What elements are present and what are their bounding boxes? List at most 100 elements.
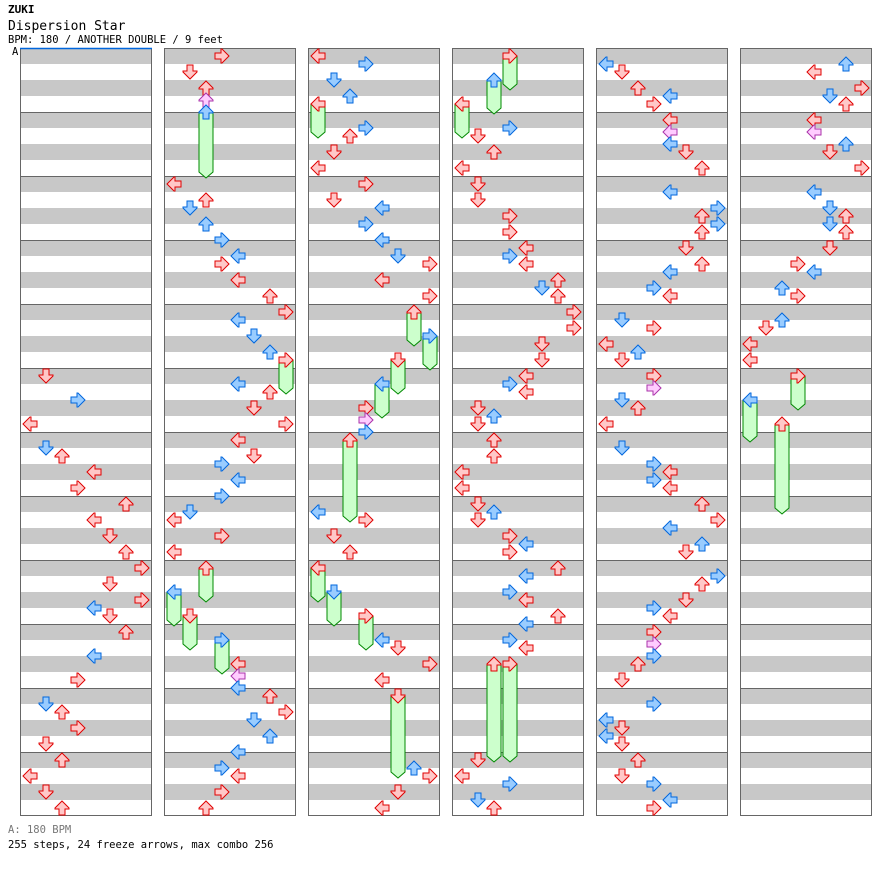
beat-stripe bbox=[164, 240, 296, 256]
beat-stripe bbox=[740, 656, 872, 672]
chart-column bbox=[452, 48, 584, 816]
beat-stripe bbox=[308, 656, 440, 672]
arrow-left-icon bbox=[374, 800, 390, 816]
arrow-left-icon bbox=[310, 504, 326, 520]
arrow-up-icon bbox=[262, 728, 278, 744]
arrow-up-icon bbox=[198, 192, 214, 208]
arrow-right-icon bbox=[134, 592, 150, 608]
arrow-right-icon bbox=[502, 632, 518, 648]
arrow-left-icon bbox=[230, 376, 246, 392]
arrow-left-icon bbox=[374, 272, 390, 288]
beat-stripe bbox=[596, 144, 728, 160]
arrow-up-icon bbox=[198, 104, 214, 120]
arrow-up-icon bbox=[630, 752, 646, 768]
beat-stripe bbox=[20, 240, 152, 256]
beat-stripe bbox=[452, 336, 584, 352]
arrow-up-icon bbox=[694, 224, 710, 240]
arrow-right-icon bbox=[214, 488, 230, 504]
arrow-down-icon bbox=[822, 144, 838, 160]
arrow-left-icon bbox=[166, 544, 182, 560]
arrow-up-icon bbox=[550, 560, 566, 576]
arrow-up-icon bbox=[406, 304, 422, 320]
beat-stripe bbox=[740, 336, 872, 352]
arrow-down-icon bbox=[182, 608, 198, 624]
beat-stripe bbox=[164, 176, 296, 192]
arrow-left-icon bbox=[22, 416, 38, 432]
beat-stripe bbox=[20, 80, 152, 96]
arrow-down-icon bbox=[246, 712, 262, 728]
arrow-up-icon bbox=[838, 224, 854, 240]
arrow-down-icon bbox=[614, 392, 630, 408]
arrow-up-icon bbox=[54, 800, 70, 816]
arrow-left-icon bbox=[662, 136, 678, 152]
arrow-left-icon bbox=[374, 200, 390, 216]
arrow-down-icon bbox=[614, 64, 630, 80]
beat-stripe bbox=[596, 464, 728, 480]
arrow-down-icon bbox=[614, 352, 630, 368]
beat-stripe bbox=[596, 656, 728, 672]
arrow-left-icon bbox=[230, 744, 246, 760]
arrow-up-icon bbox=[838, 96, 854, 112]
column-border bbox=[308, 48, 440, 816]
beat-stripe bbox=[308, 400, 440, 416]
beat-stripe bbox=[740, 784, 872, 800]
arrow-right-icon bbox=[214, 632, 230, 648]
arrow-right-icon bbox=[278, 704, 294, 720]
beat-stripe bbox=[596, 112, 728, 128]
arrow-down-icon bbox=[390, 784, 406, 800]
arrow-left-icon bbox=[230, 680, 246, 696]
beat-stripe bbox=[596, 624, 728, 640]
arrow-right-icon bbox=[646, 800, 662, 816]
beat-stripe bbox=[596, 752, 728, 768]
chart-column bbox=[740, 48, 872, 816]
arrow-down-icon bbox=[390, 640, 406, 656]
arrow-down-icon bbox=[102, 528, 118, 544]
arrow-up-icon bbox=[118, 544, 134, 560]
beat-stripe bbox=[596, 240, 728, 256]
arrow-left-icon bbox=[662, 184, 678, 200]
arrow-down-icon bbox=[182, 64, 198, 80]
arrow-right-icon bbox=[214, 784, 230, 800]
beat-stripe bbox=[740, 80, 872, 96]
beat-stripe bbox=[20, 560, 152, 576]
song-title: Dispersion Star bbox=[8, 19, 126, 34]
arrow-left-icon bbox=[230, 432, 246, 448]
beat-stripe bbox=[164, 464, 296, 480]
chart-column bbox=[308, 48, 440, 816]
arrow-up-icon bbox=[486, 432, 502, 448]
arrow-up-icon bbox=[630, 344, 646, 360]
arrow-right-icon bbox=[646, 696, 662, 712]
arrow-right-icon bbox=[646, 96, 662, 112]
arrow-right-icon bbox=[358, 56, 374, 72]
beat-stripe bbox=[20, 624, 152, 640]
arrow-down-icon bbox=[38, 696, 54, 712]
arrow-up-icon bbox=[118, 496, 134, 512]
arrow-down-icon bbox=[822, 216, 838, 232]
arrow-left-icon bbox=[454, 160, 470, 176]
chart-column bbox=[20, 47, 152, 816]
beat-stripe bbox=[452, 112, 584, 128]
arrow-right-icon bbox=[358, 216, 374, 232]
beat-stripe bbox=[308, 432, 440, 448]
arrow-down-icon bbox=[326, 144, 342, 160]
beat-stripe bbox=[308, 688, 440, 704]
arrow-up-icon bbox=[262, 384, 278, 400]
arrow-up-icon bbox=[486, 408, 502, 424]
arrow-up-icon bbox=[198, 800, 214, 816]
arrow-left-icon bbox=[454, 464, 470, 480]
arrow-down-icon bbox=[326, 192, 342, 208]
arrow-up-icon bbox=[486, 72, 502, 88]
beat-stripe bbox=[740, 208, 872, 224]
arrow-down-icon bbox=[246, 328, 262, 344]
beat-stripe bbox=[740, 48, 872, 64]
arrow-right-icon bbox=[214, 456, 230, 472]
arrow-down-icon bbox=[534, 336, 550, 352]
arrow-down-icon bbox=[326, 72, 342, 88]
arrow-right-icon bbox=[422, 256, 438, 272]
arrow-down-icon bbox=[38, 784, 54, 800]
arrow-left-icon bbox=[598, 712, 614, 728]
arrow-down-icon bbox=[678, 144, 694, 160]
arrow-right-icon bbox=[358, 120, 374, 136]
beat-stripe bbox=[164, 336, 296, 352]
